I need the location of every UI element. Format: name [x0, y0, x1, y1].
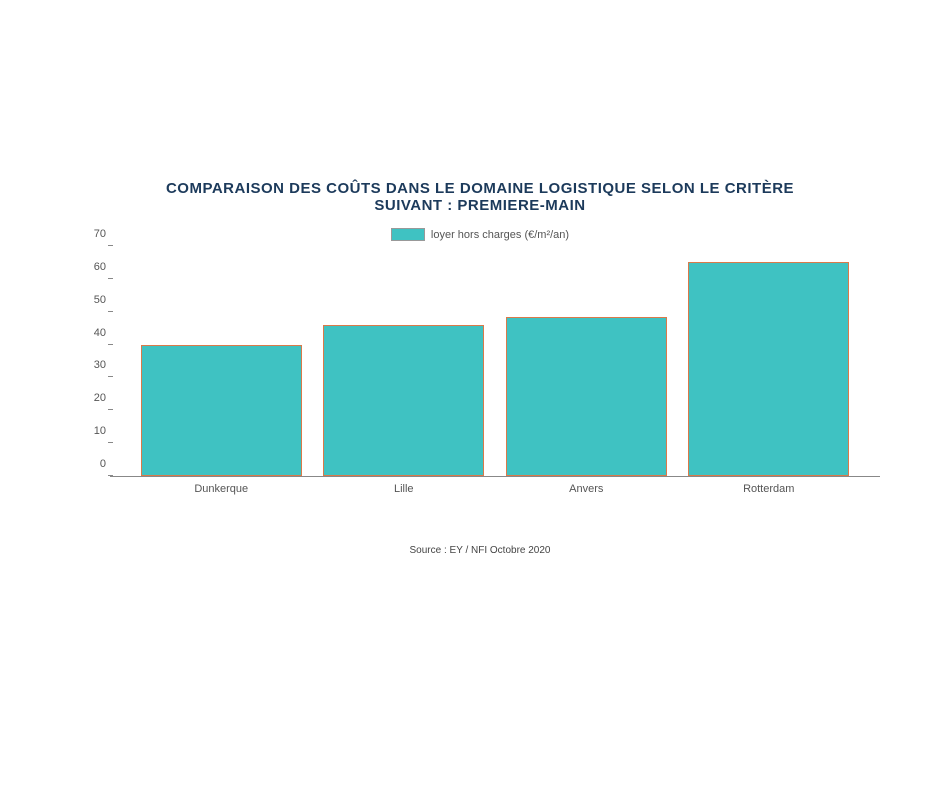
x-tick-label: Anvers: [495, 483, 678, 495]
x-tick-label: Lille: [313, 483, 496, 495]
y-tick-label: 10: [94, 425, 106, 437]
y-tick-label: 0: [100, 458, 106, 470]
x-axis-labels: DunkerqueLilleAnversRotterdam: [110, 483, 880, 495]
bar: [688, 262, 849, 476]
legend-swatch: [391, 228, 425, 241]
bar: [323, 325, 484, 476]
y-tick-label: 40: [94, 327, 106, 339]
chart-legend: loyer hors charges (€/m²/an): [80, 228, 880, 241]
bar-slot: [130, 247, 313, 476]
bar: [506, 317, 667, 476]
y-axis: 010203040506070: [80, 247, 110, 476]
y-tick-mark: [108, 245, 113, 246]
bar-slot: [313, 247, 496, 476]
chart-title-line1: COMPARAISON DES COÛTS DANS LE DOMAINE LO…: [80, 180, 880, 197]
y-tick-label: 50: [94, 294, 106, 306]
bars-container: [110, 247, 880, 476]
y-tick-label: 20: [94, 392, 106, 404]
legend-label: loyer hors charges (€/m²/an): [431, 229, 569, 241]
x-tick-label: Dunkerque: [130, 483, 313, 495]
plot-area: 010203040506070: [110, 247, 880, 477]
bar: [141, 345, 302, 476]
source-text: Source : EY / NFI Octobre 2020: [80, 545, 880, 556]
y-tick-label: 30: [94, 359, 106, 371]
bar-slot: [678, 247, 861, 476]
chart-title-line2: SUIVANT : PREMIERE-MAIN: [80, 197, 880, 214]
y-tick-label: 60: [94, 261, 106, 273]
bar-slot: [495, 247, 678, 476]
y-tick-label: 70: [94, 228, 106, 240]
x-tick-label: Rotterdam: [678, 483, 861, 495]
chart-container: COMPARAISON DES COÛTS DANS LE DOMAINE LO…: [80, 180, 880, 556]
